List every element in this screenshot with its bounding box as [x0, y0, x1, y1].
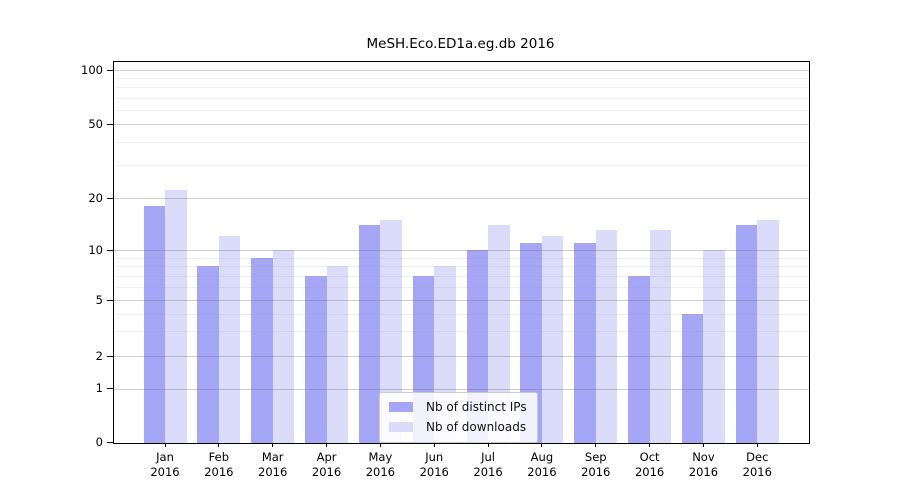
gridline-major — [114, 388, 809, 390]
legend-row-downloads: Nb of downloads — [389, 417, 527, 437]
x-axis-month-label: Apr 2016 — [311, 450, 342, 479]
x-axis-tick-mark — [649, 443, 651, 447]
bar-distinct-ips — [681, 313, 704, 443]
x-axis-tick-mark — [433, 443, 435, 447]
bar-distinct-ips — [574, 242, 596, 443]
bar-downloads — [649, 230, 672, 443]
y-axis-tick-mark — [107, 388, 113, 389]
gridline-minor — [114, 257, 809, 259]
gridline-minor — [114, 275, 809, 277]
x-axis-month-label: Mar 2016 — [258, 450, 288, 479]
gridline-minor — [114, 78, 809, 80]
bar-distinct-ips — [197, 266, 219, 443]
plot-area — [113, 61, 810, 444]
gridline-major — [114, 250, 809, 251]
x-axis-tick-mark — [595, 443, 597, 447]
x-axis-tick-mark — [326, 443, 328, 447]
y-axis-tick-mark — [107, 123, 113, 125]
y-axis-tick-label: 5 — [95, 292, 103, 307]
legend-swatch-downloads — [389, 422, 413, 432]
x-axis-tick-mark — [272, 443, 274, 447]
y-axis-tick-mark — [107, 249, 113, 251]
bar-downloads — [218, 236, 241, 443]
legend-swatch-distinct-ips — [389, 402, 413, 412]
bar-downloads — [757, 219, 779, 443]
gridline-minor — [114, 97, 809, 99]
y-axis-tick-mark — [107, 69, 113, 71]
y-axis-tick-label: 50 — [88, 116, 103, 131]
gridline-minor — [114, 165, 809, 167]
gridline-minor — [114, 331, 809, 333]
x-axis-month-label: Sep 2016 — [581, 450, 611, 479]
x-axis-tick-mark — [164, 443, 166, 447]
x-axis-month-label: Jul 2016 — [473, 450, 503, 479]
gridline-major — [114, 124, 809, 125]
x-axis-tick-mark — [218, 443, 220, 447]
bar-distinct-ips — [735, 224, 758, 443]
x-axis-tick-mark — [379, 443, 381, 447]
bar-downloads — [595, 230, 618, 443]
x-axis-month-label: May 2016 — [365, 450, 396, 479]
x-axis-month-label: Jan 2016 — [150, 450, 180, 479]
gridline-minor — [114, 313, 809, 315]
bar-distinct-ips — [628, 275, 650, 443]
bar-distinct-ips — [358, 224, 381, 443]
bar-downloads — [326, 266, 349, 443]
gridline-minor — [114, 266, 809, 268]
bar-downloads — [488, 224, 510, 443]
gridline-minor — [114, 142, 809, 144]
y-axis-tick-label: 0 — [95, 435, 103, 449]
y-axis-tick-mark — [107, 197, 113, 199]
gridline-major — [114, 300, 809, 301]
x-axis-month-label: Nov 2016 — [688, 450, 719, 479]
y-axis-tick-label: 2 — [95, 348, 103, 363]
gridline-major — [114, 70, 809, 71]
y-axis-tick-mark — [107, 299, 113, 301]
y-axis-tick-label: 1 — [95, 381, 103, 395]
legend: Nb of distinct IPs Nb of downloads — [379, 392, 538, 443]
y-axis-tick-mark — [107, 442, 113, 443]
x-axis-month-label: Oct 2016 — [634, 450, 665, 479]
bar-downloads — [165, 190, 187, 443]
x-axis-month-label: Aug 2016 — [527, 450, 557, 479]
x-axis-tick-mark — [541, 443, 543, 447]
y-axis-tick-label: 20 — [88, 190, 103, 205]
bar-distinct-ips — [305, 275, 327, 443]
x-axis-month-label: Feb 2016 — [204, 450, 234, 479]
legend-row-distinct-ips: Nb of distinct IPs — [389, 397, 527, 417]
bar-downloads — [703, 250, 725, 443]
legend-label-distinct-ips: Nb of distinct IPs — [426, 400, 527, 414]
y-axis-tick-label: 10 — [88, 242, 103, 257]
gridline-minor — [114, 109, 809, 111]
x-axis-month-label: Jun 2016 — [419, 450, 449, 479]
x-axis-month-label: Dec 2016 — [742, 450, 772, 479]
bar-downloads — [380, 219, 402, 443]
y-axis-tick-mark — [107, 355, 113, 357]
chart-title: MeSH.Eco.ED1a.eg.db 2016 — [366, 36, 555, 52]
gridline-minor — [114, 286, 809, 288]
x-axis-tick-mark — [756, 443, 758, 447]
bar-downloads — [541, 236, 564, 443]
y-axis: 100 50 20 10 5 2 1 0 — [0, 0, 113, 500]
x-axis-tick-mark — [702, 443, 704, 447]
y-axis-tick-label: 100 — [81, 62, 103, 77]
legend-label-downloads: Nb of downloads — [426, 420, 527, 434]
gridline-major — [114, 356, 809, 357]
bar-downloads — [272, 250, 295, 443]
bar-distinct-ips — [143, 205, 165, 443]
x-axis-tick-mark — [487, 443, 489, 447]
gridline-major — [114, 198, 809, 199]
bar-distinct-ips — [251, 257, 273, 443]
gridline-minor — [114, 87, 809, 89]
